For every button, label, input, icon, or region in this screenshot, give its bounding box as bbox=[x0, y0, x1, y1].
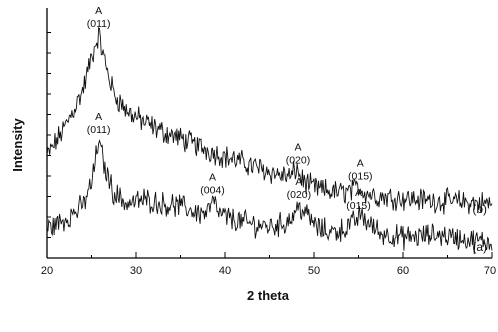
series-line-b bbox=[46, 26, 493, 215]
peak-phase-label: A bbox=[95, 5, 102, 17]
y-axis-title: Intensity bbox=[10, 118, 25, 172]
peak-phase-label: A bbox=[95, 111, 102, 123]
series-line-a bbox=[46, 139, 493, 255]
peak-phase-label: A bbox=[209, 172, 216, 184]
x-tick-label: 20 bbox=[41, 265, 53, 277]
peak-hkl-label: (015) bbox=[346, 200, 371, 212]
series-label: (a) bbox=[472, 240, 487, 254]
peak-hkl-label: (020) bbox=[286, 155, 311, 167]
x-tick-label: 30 bbox=[130, 265, 142, 277]
x-tick-label: 50 bbox=[308, 265, 320, 277]
peak-phase-label: A bbox=[294, 142, 301, 154]
peak-hkl-label: (011) bbox=[87, 124, 111, 136]
peak-hkl-label: (011) bbox=[87, 18, 111, 30]
x-tick-label: 40 bbox=[219, 265, 231, 277]
peak-phase-label: A bbox=[295, 176, 302, 188]
x-tick-label: 70 bbox=[484, 265, 496, 277]
x-axis-title: 2 theta bbox=[247, 288, 290, 303]
x-tick-labels: 20 30 40 50 60 70 bbox=[41, 265, 496, 277]
peak-phase-label: A bbox=[357, 158, 364, 170]
axis-ticks bbox=[46, 32, 493, 259]
peak-annotations: A(011)A(020) A(015)A(011)A(004)A(020) A(01… bbox=[87, 5, 373, 212]
series-labels: (b) (a) bbox=[472, 202, 487, 254]
peak-phase-label: A bbox=[355, 187, 362, 199]
peak-hkl-label: (020) bbox=[287, 189, 312, 201]
plot-area bbox=[46, 8, 492, 259]
peak-hkl-label: (004) bbox=[200, 185, 225, 197]
series-curves bbox=[46, 26, 493, 255]
x-tick-label: 60 bbox=[397, 265, 409, 277]
peak-hkl-label: (015) bbox=[348, 171, 373, 183]
series-label: (b) bbox=[472, 202, 487, 216]
